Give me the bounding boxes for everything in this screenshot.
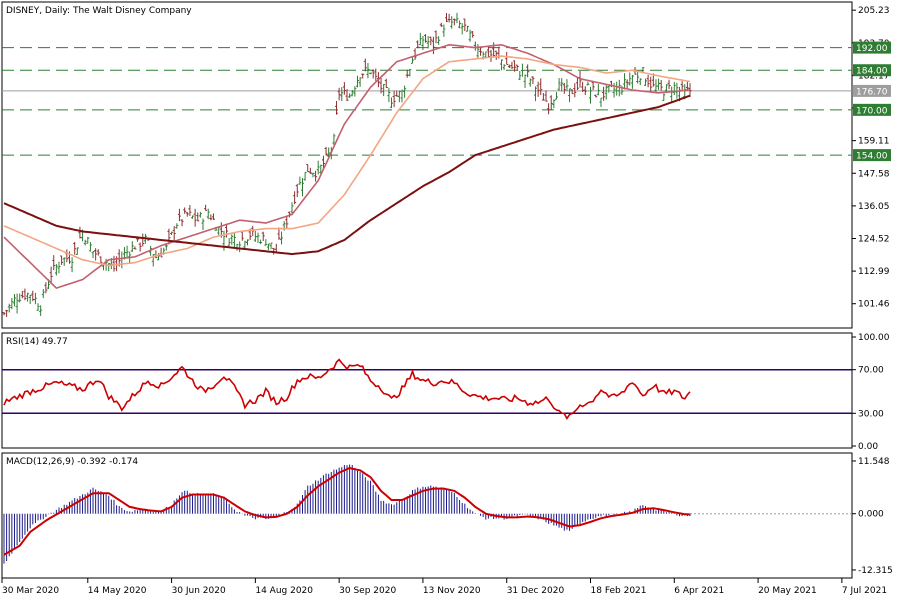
level-label-bg-192.00 [853, 41, 891, 54]
chart-title: DISNEY, Daily: The Walt Disney Company [6, 6, 192, 16]
rsi-tick-label: 0.00 [858, 442, 878, 452]
macd-tick-label: 11.548 [858, 457, 890, 467]
level-label-184.00: 184.00 [856, 67, 888, 77]
time-tick-label: 18 Feb 2021 [591, 586, 647, 596]
level-label-bg-184.00 [853, 64, 891, 77]
price-levels [2, 47, 852, 156]
rsi-panel: 0.00 30.00 70.00 100.00 [2, 333, 890, 452]
candlesticks [2, 12, 692, 317]
price-tick-label: 205.23 [858, 6, 890, 16]
level-label-bg-154.00 [853, 149, 891, 162]
price-tick-label: 101.46 [858, 300, 890, 310]
rsi-tick-label: 100.00 [858, 333, 890, 343]
price-tick-label: 124.52 [858, 234, 890, 244]
price-tick-label: 147.58 [858, 169, 890, 179]
rsi-line [3, 358, 691, 421]
time-tick-label: 30 Mar 2020 [2, 586, 59, 596]
rsi-panel-frame [1, 332, 853, 449]
price-tick-label: 159.11 [858, 137, 890, 147]
time-tick-label: 13 Nov 2020 [423, 586, 481, 596]
level-label-170.00: 170.00 [856, 106, 888, 116]
macd-signal-line [3, 466, 691, 556]
time-tick-label: 30 Jun 2020 [172, 586, 226, 596]
rsi-label: RSI(14) 49.77 [6, 337, 68, 347]
level-label-bg-176.70 [853, 84, 891, 97]
macd-tick-label: 0.000 [858, 510, 884, 520]
level-label-176.70: 176.70 [856, 87, 888, 97]
price-tick-label: 182.17 [858, 71, 890, 81]
time-tick-label: 14 Aug 2020 [255, 586, 313, 596]
time-tick-label: 14 May 2020 [88, 586, 147, 596]
moving-average-line-1 [3, 43, 691, 290]
level-label-bg-170.00 [853, 103, 891, 116]
time-axis: 30 Mar 2020 14 May 2020 30 Jun 2020 14 Aug … [1, 578, 887, 596]
macd-panel: -12.315 0.000 11.548 [3, 457, 893, 576]
time-tick-label: 31 Dec 2020 [507, 586, 565, 596]
moving-average-line-3 [3, 94, 691, 256]
time-tick-label: 6 Apr 2021 [674, 586, 724, 596]
macd-label: MACD(12,26,9) -0.392 -0.174 [6, 457, 138, 467]
macd-panel-frame [1, 452, 853, 579]
rsi-tick-label: 30.00 [858, 409, 884, 419]
rsi-tick-label: 70.00 [858, 366, 884, 376]
moving-average-line-2 [3, 55, 691, 267]
time-tick-label: 30 Sep 2020 [339, 586, 396, 596]
level-label-154.00: 154.00 [856, 152, 888, 162]
time-tick-label: 20 May 2021 [758, 586, 817, 596]
price-tick-label: 136.05 [858, 202, 890, 212]
price-tick-label: 112.99 [858, 267, 890, 277]
time-tick-label: 7 Jul 2021 [842, 586, 887, 596]
level-label-192.00: 192.00 [856, 44, 888, 54]
price-panel-frame [1, 1, 853, 329]
macd-tick-label: -12.315 [858, 566, 893, 576]
moving-averages [3, 43, 691, 290]
price-level-labels: 192.00 184.00 176.70 170.00 154.00 [853, 41, 891, 162]
